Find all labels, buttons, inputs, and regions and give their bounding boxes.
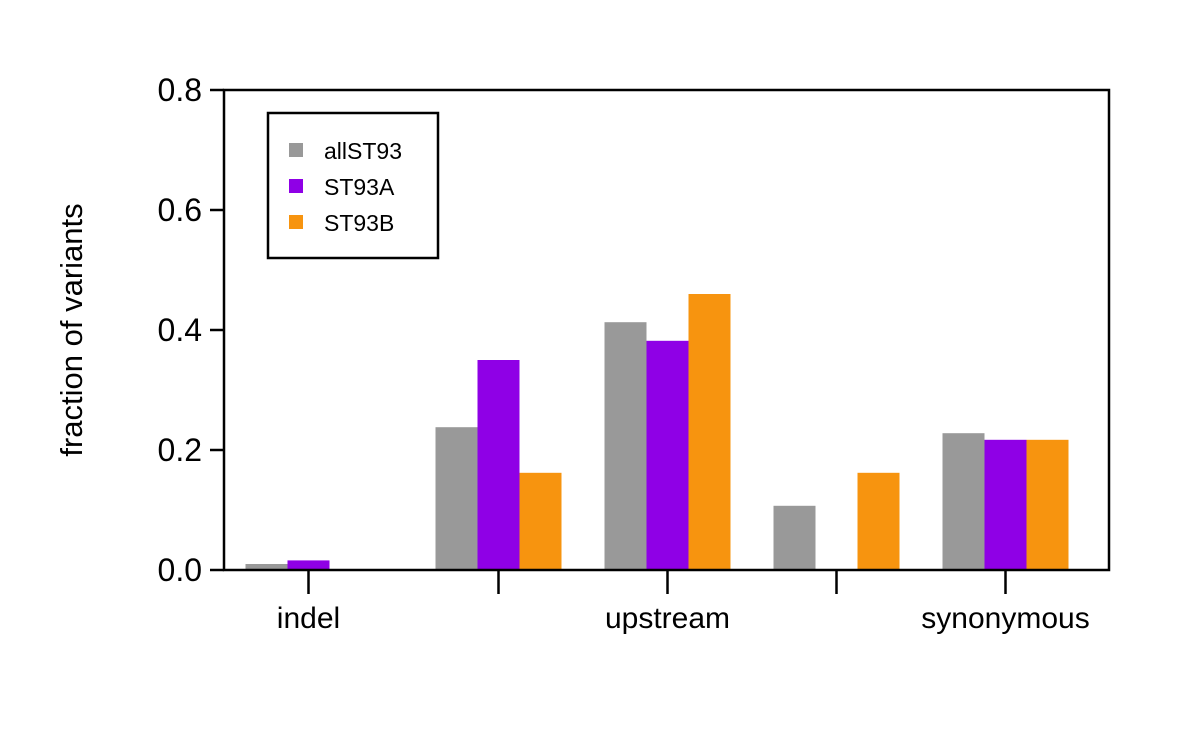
y-axis-title: fraction of variants xyxy=(54,203,89,456)
bar-group4-allst93 xyxy=(773,505,816,570)
y-tick-label-1: 0.2 xyxy=(158,432,202,468)
y-tick-label-3: 0.6 xyxy=(158,192,202,228)
bar-synonymous-allst93 xyxy=(942,433,985,570)
legend-swatch-st93a xyxy=(289,179,303,193)
bar-group2-allst93 xyxy=(435,427,478,570)
legend-swatch-st93b xyxy=(289,215,303,229)
x-tick-label-synonymous: synonymous xyxy=(921,602,1089,635)
x-tick-label-upstream: upstream xyxy=(605,602,730,635)
bar-group2-st93a xyxy=(477,360,520,570)
plot-area: 0.0 0.2 0.4 0.6 0.8 indel upstream synonymous xyxy=(158,72,1111,635)
legend: allST93 ST93A ST93B xyxy=(266,111,440,260)
bar-synonymous-st93b xyxy=(1026,439,1069,570)
bar-upstream-allst93 xyxy=(604,322,647,570)
bar-synonymous-st93a xyxy=(984,439,1027,570)
legend-swatch-allst93 xyxy=(289,143,303,157)
bar-indel-st93a xyxy=(287,560,330,570)
legend-label-allst93: allST93 xyxy=(324,138,402,164)
y-tick-label-2: 0.4 xyxy=(158,312,202,348)
legend-label-st93a: ST93A xyxy=(324,174,395,200)
bar-upstream-st93a xyxy=(646,340,689,570)
y-tick-label-0: 0.0 xyxy=(158,552,202,588)
legend-label-st93b: ST93B xyxy=(324,210,394,236)
bar-indel-allst93 xyxy=(245,564,288,570)
y-tick-label-4: 0.8 xyxy=(158,72,202,108)
bar-group2-st93b xyxy=(519,472,562,570)
x-tick-label-indel: indel xyxy=(277,602,340,635)
bar-group4-st93b xyxy=(857,472,900,570)
bar-upstream-st93b xyxy=(688,294,731,570)
